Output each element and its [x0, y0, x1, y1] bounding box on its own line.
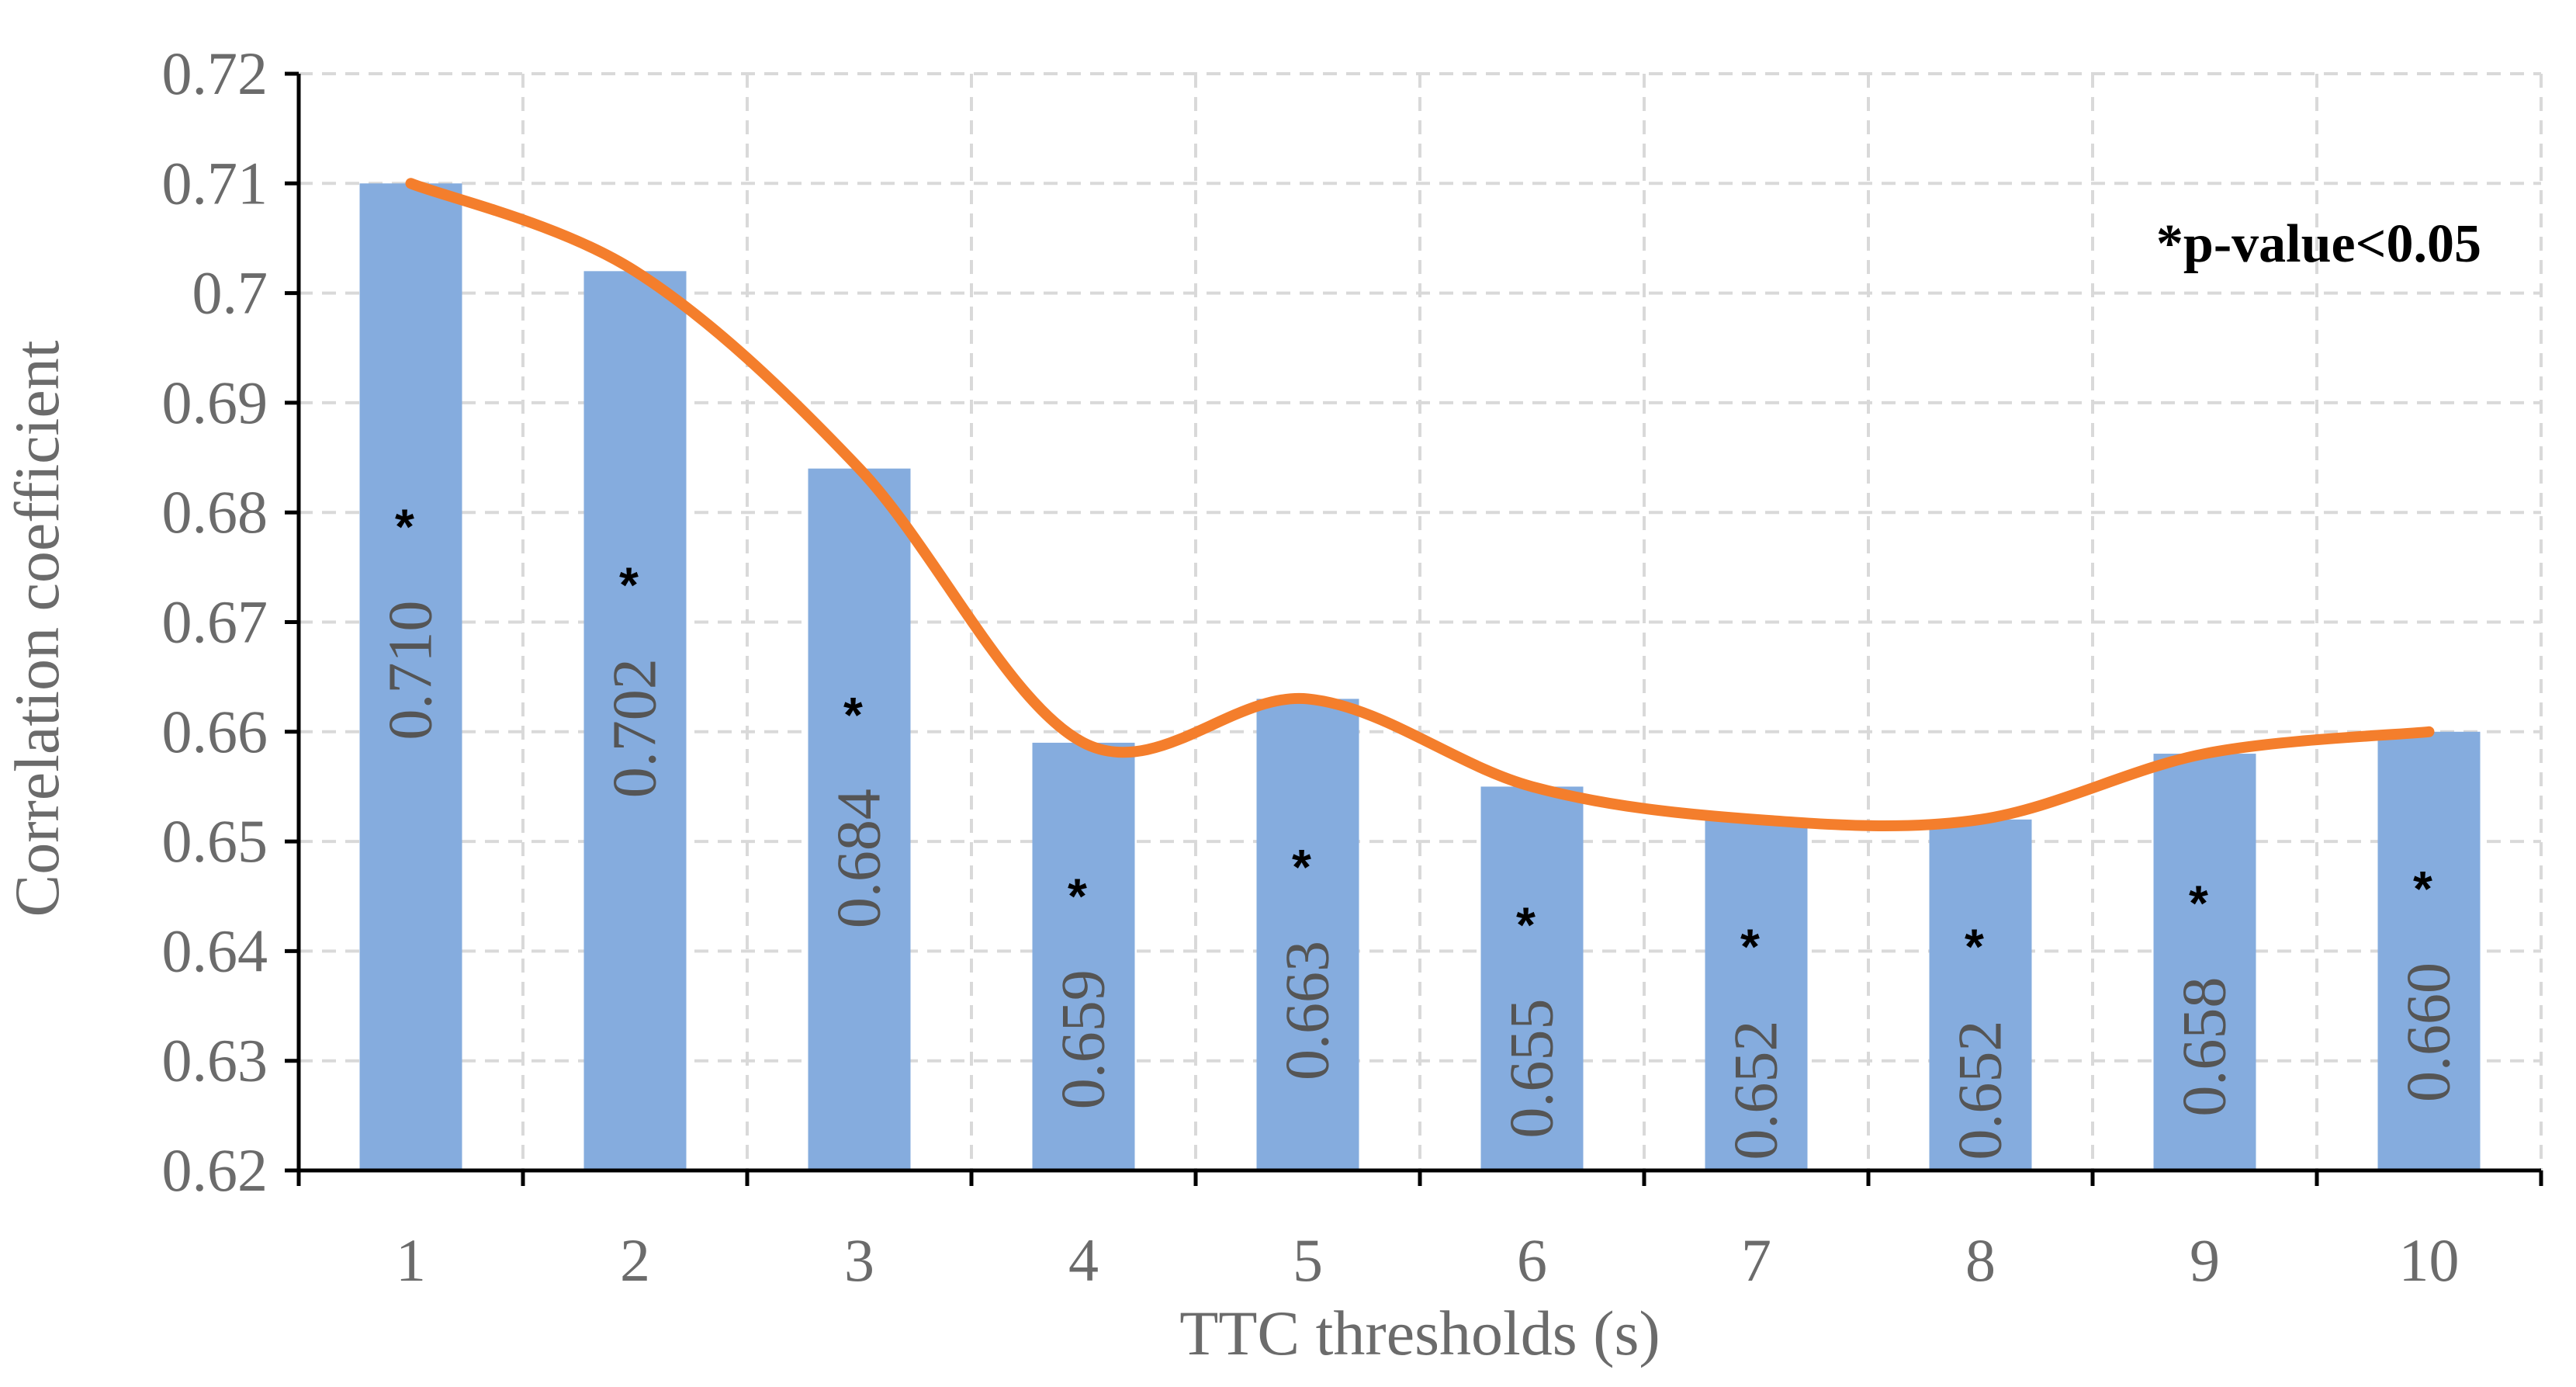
bar — [583, 271, 687, 1171]
significance-star: * — [2413, 861, 2432, 917]
bar-value-label: 0.710 — [377, 601, 445, 740]
y-tick-label: 0.65 — [162, 807, 268, 875]
bar-value-label: 0.658 — [2171, 977, 2239, 1117]
bar — [1929, 819, 2032, 1170]
bar — [1480, 786, 1584, 1170]
x-tick-label: 6 — [1517, 1226, 1547, 1294]
bar — [1705, 819, 1808, 1170]
y-tick-label: 0.67 — [162, 588, 268, 656]
significance-star: * — [1068, 868, 1087, 924]
significance-star: * — [2189, 876, 2208, 931]
bar-value-label: 0.659 — [1050, 969, 1118, 1109]
x-tick-label: 1 — [396, 1226, 426, 1294]
y-tick-label: 0.68 — [162, 478, 268, 546]
bars — [359, 183, 2481, 1171]
axes — [285, 71, 2543, 1186]
y-tick-label: 0.64 — [162, 917, 268, 984]
x-tick-label: 3 — [844, 1226, 874, 1294]
y-tick-label: 0.72 — [162, 40, 268, 107]
significance-star: * — [619, 557, 639, 612]
bar — [1256, 699, 1359, 1170]
significance-star: * — [1965, 919, 1984, 975]
x-tick-label: 5 — [1293, 1226, 1323, 1294]
significance-star: * — [1516, 897, 1536, 953]
y-tick-label: 0.66 — [162, 698, 268, 765]
significance-star: * — [1292, 839, 1311, 895]
significance-note: *p-value<0.05 — [2156, 214, 2481, 274]
bar — [2377, 731, 2481, 1170]
x-axis-title: TTC thresholds (s) — [1179, 1298, 1660, 1368]
y-tick-label: 0.63 — [162, 1027, 268, 1094]
trend-line-layer — [405, 178, 2435, 831]
significance-star: * — [843, 687, 863, 743]
bar-value-label: 0.660 — [2395, 962, 2463, 1102]
bar-value-label: 0.652 — [1723, 1021, 1791, 1160]
bar — [808, 468, 911, 1170]
y-tick-label: 0.71 — [162, 149, 268, 217]
trend-line — [405, 178, 2435, 831]
y-tick-label: 0.69 — [162, 369, 268, 436]
bar — [1032, 742, 1135, 1170]
significance-star: * — [1740, 919, 1760, 975]
bar-value-label: 0.684 — [826, 789, 894, 928]
x-tick-label: 9 — [2190, 1226, 2220, 1294]
y-axis-title: Correlation coefficient — [2, 340, 72, 917]
x-tick-label: 8 — [1965, 1226, 1996, 1294]
bar-value-label: 0.655 — [1498, 999, 1567, 1139]
bar-value-label: 0.702 — [601, 658, 670, 798]
bar-value-label: 0.663 — [1274, 941, 1342, 1080]
x-tick-label: 10 — [2399, 1226, 2460, 1294]
x-tick-label: 7 — [1741, 1226, 1771, 1294]
data-labels: 0.620.630.640.650.660.670.680.690.70.710… — [162, 40, 2463, 1294]
bar — [2153, 754, 2256, 1170]
y-tick-label: 0.7 — [192, 259, 268, 327]
bar — [359, 183, 462, 1170]
x-tick-label: 4 — [1068, 1226, 1099, 1294]
bar-value-label: 0.652 — [1947, 1021, 2015, 1160]
significance-star: * — [395, 499, 414, 555]
y-tick-label: 0.62 — [162, 1136, 268, 1204]
x-tick-label: 2 — [620, 1226, 650, 1294]
